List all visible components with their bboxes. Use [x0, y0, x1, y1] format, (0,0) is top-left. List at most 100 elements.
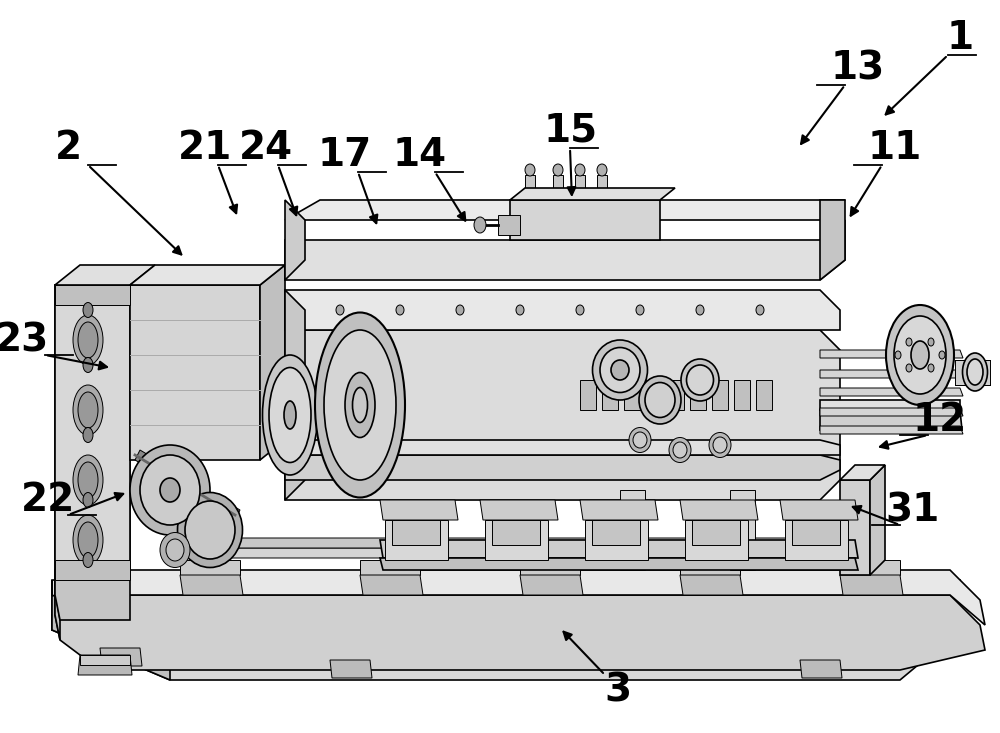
Text: 1: 1	[946, 19, 974, 57]
Ellipse shape	[78, 322, 98, 358]
Ellipse shape	[597, 164, 607, 176]
Polygon shape	[55, 560, 130, 580]
Ellipse shape	[315, 312, 405, 498]
Ellipse shape	[939, 351, 945, 359]
Polygon shape	[285, 440, 840, 455]
Ellipse shape	[575, 164, 585, 176]
Ellipse shape	[592, 340, 648, 400]
Polygon shape	[260, 265, 285, 460]
Ellipse shape	[709, 432, 731, 457]
Polygon shape	[130, 265, 285, 285]
Polygon shape	[55, 285, 130, 575]
Ellipse shape	[166, 539, 184, 561]
Polygon shape	[624, 380, 640, 410]
Ellipse shape	[553, 164, 563, 176]
Ellipse shape	[636, 305, 644, 315]
Polygon shape	[780, 500, 858, 520]
Ellipse shape	[160, 478, 180, 502]
Polygon shape	[840, 575, 903, 595]
Polygon shape	[840, 480, 870, 575]
Polygon shape	[820, 410, 962, 430]
Ellipse shape	[83, 553, 93, 567]
Text: 13: 13	[831, 49, 885, 87]
Polygon shape	[800, 660, 842, 678]
Text: 3: 3	[604, 671, 632, 709]
Text: 12: 12	[913, 401, 967, 439]
Ellipse shape	[611, 360, 629, 380]
Ellipse shape	[967, 359, 983, 385]
Polygon shape	[55, 570, 60, 640]
Polygon shape	[734, 380, 750, 410]
Text: 22: 22	[21, 481, 75, 519]
Ellipse shape	[83, 493, 93, 507]
Polygon shape	[580, 380, 596, 410]
Polygon shape	[592, 520, 640, 545]
Polygon shape	[585, 520, 648, 560]
Ellipse shape	[185, 501, 235, 559]
Ellipse shape	[456, 305, 464, 315]
Polygon shape	[380, 540, 858, 558]
Polygon shape	[580, 500, 658, 520]
Polygon shape	[680, 500, 758, 520]
Ellipse shape	[673, 442, 687, 458]
Ellipse shape	[352, 388, 368, 422]
Polygon shape	[553, 175, 563, 220]
Polygon shape	[785, 520, 848, 560]
Ellipse shape	[911, 341, 929, 369]
Polygon shape	[360, 560, 420, 575]
Polygon shape	[100, 648, 142, 666]
Polygon shape	[485, 520, 548, 560]
Ellipse shape	[269, 367, 311, 463]
Ellipse shape	[396, 305, 404, 315]
Polygon shape	[690, 380, 706, 410]
Polygon shape	[820, 426, 963, 434]
Polygon shape	[955, 360, 990, 385]
Polygon shape	[55, 595, 985, 670]
Polygon shape	[285, 455, 840, 480]
Polygon shape	[480, 500, 558, 520]
Ellipse shape	[894, 316, 946, 394]
Polygon shape	[820, 370, 963, 378]
Ellipse shape	[629, 427, 651, 452]
Polygon shape	[492, 520, 540, 545]
Polygon shape	[597, 175, 607, 220]
Polygon shape	[330, 660, 372, 678]
Polygon shape	[55, 570, 985, 625]
Polygon shape	[392, 520, 440, 545]
Text: 17: 17	[318, 136, 372, 174]
Polygon shape	[870, 465, 885, 575]
Ellipse shape	[962, 353, 988, 391]
Ellipse shape	[696, 305, 704, 315]
Ellipse shape	[73, 515, 103, 565]
Polygon shape	[840, 560, 900, 575]
Ellipse shape	[516, 305, 524, 315]
Ellipse shape	[83, 303, 93, 317]
Ellipse shape	[576, 305, 584, 315]
Polygon shape	[840, 465, 885, 480]
Ellipse shape	[345, 372, 375, 438]
Ellipse shape	[906, 338, 912, 346]
Polygon shape	[620, 490, 645, 570]
Ellipse shape	[130, 445, 210, 535]
Ellipse shape	[686, 365, 714, 395]
Ellipse shape	[474, 217, 486, 233]
Ellipse shape	[681, 359, 719, 401]
Ellipse shape	[525, 164, 535, 176]
Polygon shape	[52, 580, 960, 615]
Ellipse shape	[645, 383, 675, 418]
Polygon shape	[55, 285, 130, 305]
Ellipse shape	[886, 305, 954, 405]
Text: 23: 23	[0, 321, 49, 359]
Ellipse shape	[73, 385, 103, 435]
Polygon shape	[680, 575, 743, 595]
Polygon shape	[285, 290, 305, 500]
Polygon shape	[130, 285, 260, 460]
Text: 15: 15	[544, 111, 598, 149]
Polygon shape	[285, 220, 845, 280]
Ellipse shape	[160, 532, 190, 567]
Ellipse shape	[756, 305, 764, 315]
Polygon shape	[285, 200, 305, 280]
Text: 31: 31	[885, 491, 939, 529]
Ellipse shape	[633, 432, 647, 448]
Text: 11: 11	[868, 129, 922, 167]
